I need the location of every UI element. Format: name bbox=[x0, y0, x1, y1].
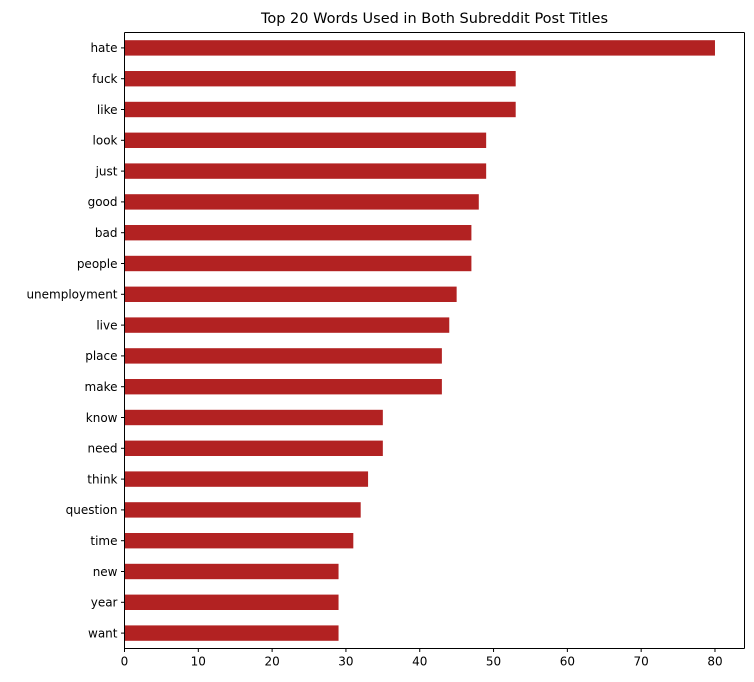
bars-group bbox=[124, 40, 715, 641]
x-tick-label: 30 bbox=[338, 655, 353, 669]
bar-year bbox=[124, 594, 339, 610]
bar-new bbox=[124, 563, 339, 580]
y-tick-label: think bbox=[87, 472, 117, 486]
y-tick-label: good bbox=[88, 195, 118, 209]
bar-live bbox=[124, 317, 450, 333]
x-tick-label: 40 bbox=[412, 655, 427, 669]
bar-just bbox=[124, 163, 487, 179]
y-tick-label: live bbox=[96, 318, 117, 332]
bar-unemployment bbox=[124, 286, 457, 302]
x-tick-label: 60 bbox=[560, 655, 575, 669]
y-tick-label: question bbox=[66, 503, 118, 517]
x-tick-label: 80 bbox=[707, 655, 722, 669]
x-tick-label: 70 bbox=[634, 655, 649, 669]
chart-title: Top 20 Words Used in Both Subreddit Post… bbox=[260, 11, 608, 27]
y-tick-label: place bbox=[85, 349, 117, 363]
bar-people bbox=[124, 255, 472, 272]
y-tick-label: make bbox=[85, 380, 118, 394]
bar-think bbox=[124, 471, 369, 487]
y-tick-label: just bbox=[95, 164, 118, 178]
y-tick-label: unemployment bbox=[26, 288, 117, 302]
y-tick-label: want bbox=[88, 626, 118, 640]
y-tick-label: fuck bbox=[92, 72, 117, 86]
bar-like bbox=[124, 101, 516, 118]
bar-bad bbox=[124, 225, 472, 241]
bar-place bbox=[124, 348, 442, 364]
y-tick-label: new bbox=[93, 565, 118, 579]
y-tick-label: people bbox=[77, 257, 118, 271]
y-tick-label: year bbox=[91, 596, 118, 610]
plot-frame bbox=[124, 32, 745, 649]
y-tick-label: look bbox=[93, 134, 118, 148]
x-tick-label: 50 bbox=[486, 655, 501, 669]
bar-good bbox=[124, 194, 479, 210]
bar-fuck bbox=[124, 71, 516, 87]
bar-need bbox=[124, 440, 383, 456]
y-tick-label: know bbox=[86, 411, 118, 425]
x-tick-label: 20 bbox=[264, 655, 279, 669]
y-tick-label: hate bbox=[90, 41, 117, 55]
bar-time bbox=[124, 533, 354, 549]
y-tick-label: like bbox=[97, 103, 118, 117]
y-axis-ticks: hate fuck like look just good bad people unemplo… bbox=[26, 41, 125, 640]
bar-make bbox=[124, 379, 442, 395]
bar-know bbox=[124, 409, 383, 426]
bar-hate bbox=[124, 40, 715, 56]
y-tick-label: time bbox=[90, 534, 117, 548]
bar-question bbox=[124, 502, 361, 518]
bar-look bbox=[124, 132, 487, 148]
x-tick-label: 0 bbox=[121, 655, 129, 669]
x-tick-label: 10 bbox=[191, 655, 206, 669]
y-tick-label: need bbox=[88, 442, 118, 456]
x-axis-ticks: 0 10 20 30 40 50 60 70 80 bbox=[121, 648, 723, 669]
y-tick-label: bad bbox=[95, 226, 118, 240]
bar-want bbox=[124, 625, 339, 641]
